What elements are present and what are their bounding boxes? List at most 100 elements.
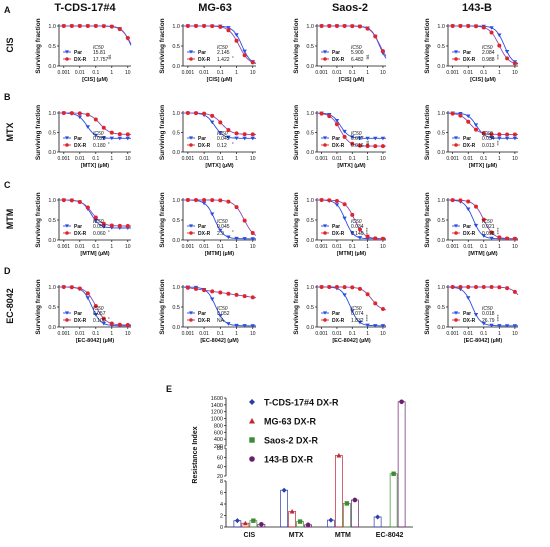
dxr-data-point: [466, 285, 471, 290]
x-tick-label: 0.1: [349, 156, 356, 162]
x-tick-label: 0.1: [217, 156, 224, 162]
legend-dxr-marker: [65, 318, 69, 322]
y-tick-label: 1.0: [437, 111, 445, 117]
dxr-data-point: [357, 286, 362, 291]
dxr-data-point: [101, 24, 106, 29]
legend-marker: [249, 418, 255, 424]
legend-par-marker: [454, 311, 458, 315]
ic50-par-value: 0.034: [482, 136, 495, 142]
x-tick-label: 0.001: [58, 156, 71, 162]
dxr-data-point: [350, 141, 355, 146]
bar-y-tick-label: 0: [220, 525, 223, 531]
dxr-data-point: [505, 286, 510, 291]
ic50-dxr-value: NA: [217, 318, 225, 324]
dxr-data-point: [101, 125, 106, 130]
x-tick-label: 10: [380, 244, 386, 250]
column-title-4: 143-B: [462, 2, 492, 14]
par-data-point: [357, 236, 363, 240]
y-tick-label: 0.0: [306, 325, 314, 331]
dxr-data-point: [327, 285, 332, 290]
bar-y-tick-label: 600: [214, 430, 223, 436]
par-data-point: [242, 49, 247, 54]
y-tick-label: 1.0: [172, 198, 180, 204]
x-tick-label: 0.1: [480, 331, 487, 337]
x-tick-label: 10: [250, 156, 256, 162]
legend-dxr-label: DX-R: [74, 231, 87, 237]
dxr-data-point: [466, 24, 471, 29]
legend-par-label: Par: [332, 50, 340, 56]
x-tick-label: 0.01: [199, 244, 209, 250]
dxr-data-point: [69, 198, 74, 203]
y-tick-label: 0.5: [306, 218, 314, 224]
dxr-data-point: [319, 111, 324, 116]
dxr-data-point: [101, 221, 106, 226]
par-data-point: [365, 323, 370, 328]
par-data-point: [489, 236, 494, 241]
resistance-index-chart: Resistance Index 0 2 4 6 820 40 60 8020040060080…: [192, 396, 413, 539]
dxr-data-point: [458, 198, 463, 203]
x-tick-label: 1: [110, 156, 113, 162]
dxr-data-point: [202, 288, 207, 293]
par-data-point: [497, 136, 502, 141]
x-tick-label: 10: [380, 331, 386, 337]
dxr-data-point: [489, 132, 494, 137]
dxr-data-point: [466, 119, 471, 124]
x-tick-label: 1: [235, 331, 238, 337]
bar-marker: [242, 520, 248, 526]
ic50-dxr-value: 0.12: [217, 143, 227, 149]
dxr-data-point: [185, 198, 190, 203]
ic50-par-value: 0.028: [93, 136, 106, 142]
y-tick-label: 0.0: [172, 238, 180, 244]
legend-par-marker: [189, 136, 193, 140]
legend-dxr-marker: [323, 231, 327, 235]
dxr-data-point: [234, 205, 239, 210]
legend-label: T-CDS-17#4 DX-R: [264, 398, 339, 408]
legend-dxr-label: DX-R: [332, 57, 345, 63]
par-data-point: [512, 136, 518, 141]
legend-dxr-marker: [323, 57, 327, 61]
ic50-dxr-value: 17.757: [93, 57, 109, 63]
ic50-par-value: 0.074: [351, 311, 364, 317]
bar-y-tick-label: 60: [217, 455, 223, 461]
dxr-data-point: [319, 285, 324, 290]
ic50-label: IC50: [482, 219, 493, 225]
y-tick-label: 0.5: [48, 44, 56, 50]
dose-response-panel: Surviving fraction 0.0 0.5 1.0 0.001 0.01 0.1 1…: [35, 18, 132, 83]
bar-y-tick-label: 800: [214, 423, 223, 429]
significance-label: ****: [496, 314, 501, 321]
significance-label: ****: [496, 227, 501, 234]
par-data-point: [210, 120, 215, 125]
dxr-data-point: [85, 24, 90, 29]
x-tick-label: 10: [380, 70, 386, 76]
bar-marker: [259, 521, 264, 527]
dose-response-panel: Surviving fraction 0.0 0.5 1.0 0.001 0.01 0.1 1…: [159, 192, 257, 257]
column-title-1: T-CDS-17#4: [54, 2, 116, 14]
dxr-data-point: [327, 198, 332, 203]
legend-par-marker: [189, 311, 193, 315]
y-tick-label: 0.0: [306, 64, 314, 70]
y-tick-label: 1.0: [306, 111, 314, 117]
significance-label: *: [107, 230, 112, 232]
legend-label: 143-B DX-R: [264, 455, 314, 465]
ic50-dxr-value: 0.988: [482, 57, 495, 63]
legend-dxr-marker: [189, 57, 193, 61]
par-data-point: [342, 216, 347, 221]
y-tick-label: 0.0: [48, 238, 56, 244]
dxr-data-point: [109, 24, 114, 29]
par-data-point: [218, 314, 223, 318]
ic50-dxr-value: 1.422: [217, 57, 230, 63]
dxr-data-point: [117, 322, 122, 327]
dxr-data-point: [319, 24, 324, 29]
significance-label: ns: [365, 54, 370, 60]
x-tick-label: 0.01: [463, 331, 473, 337]
dxr-data-point: [77, 286, 82, 291]
bar-marker: [352, 497, 358, 503]
x-axis-label: [MTX] (µM): [81, 163, 109, 169]
dxr-data-point: [357, 227, 362, 232]
dxr-data-point: [202, 111, 207, 116]
bar-category-label: EC-8042: [376, 532, 404, 539]
legend-dxr-label: DX-R: [198, 231, 211, 237]
y-tick-label: 0.5: [306, 305, 314, 311]
dose-response-panel: Surviving fraction 0.0 0.5 1.0 0.001 0.01 0.1 1…: [159, 105, 256, 169]
